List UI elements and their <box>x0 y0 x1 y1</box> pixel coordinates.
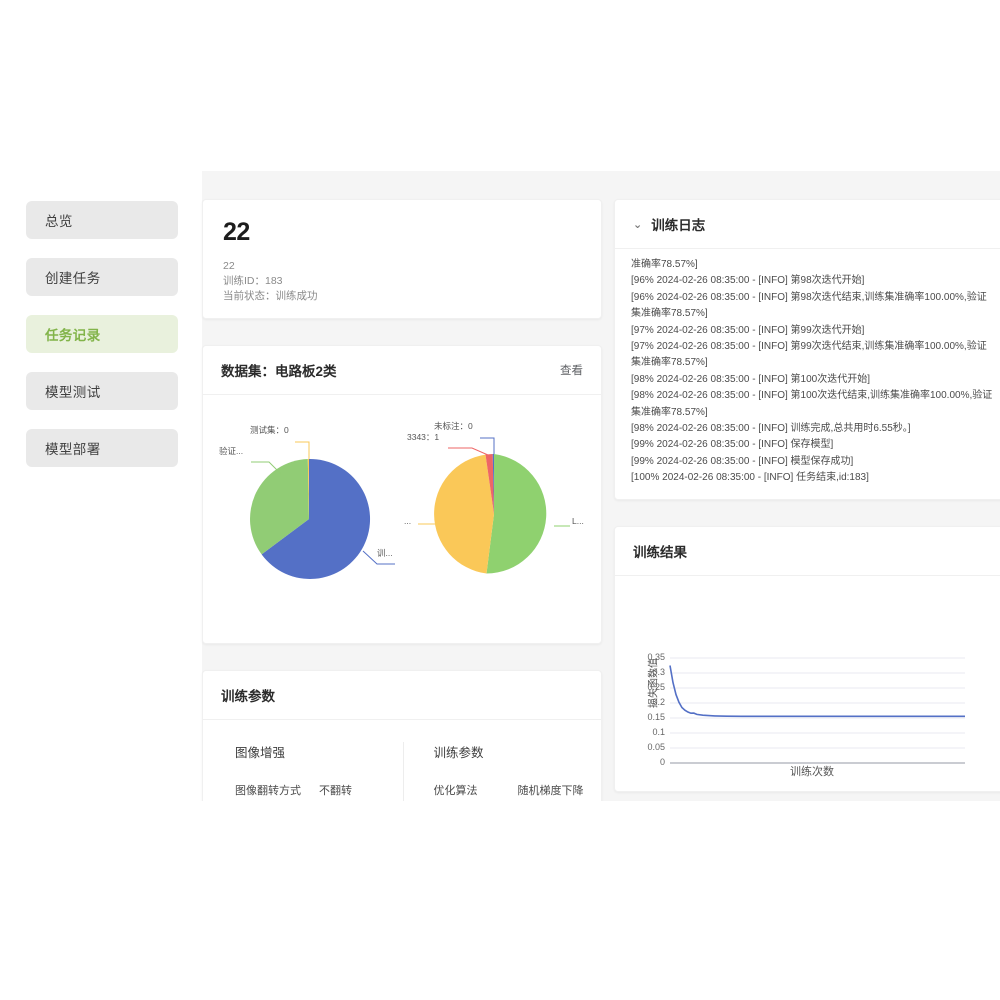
training-params-body: 图像增强 图像翻转方式 不翻转 图像移位方式 不移位 图像裁剪方式 <box>203 720 601 801</box>
pie-leader-3343 <box>448 447 489 456</box>
log-line: [99% 2024-02-26 08:35:00 - [INFO] 保存模型] <box>631 439 834 451</box>
sidebar-item-task-records[interactable]: 任务记录 <box>26 315 178 353</box>
log-line: 准确率78.57%] <box>631 259 698 270</box>
pie-slice-train[interactable] <box>261 458 371 579</box>
dataset-card: 数据集：电路板2类 查看 <box>202 345 602 644</box>
pie-slice-unlabeled[interactable] <box>492 453 494 514</box>
training-params-title: 训练参数 <box>221 689 275 704</box>
task-train-id: 训练ID：183 <box>223 275 283 287</box>
log-line: [97% 2024-02-26 08:35:00 - [INFO] 第99次迭代… <box>631 341 987 369</box>
sidebar-item-label: 模型部署 <box>45 442 101 457</box>
pie-label-3343: 3343：1 <box>407 432 440 442</box>
sidebar: 总览 创建任务 任务记录 模型测试 模型部署 <box>0 171 202 801</box>
pie-slice-label-3343[interactable] <box>485 454 495 514</box>
param-group-heading: 训练参数 <box>433 746 484 760</box>
param-row: 优化算法 随机梯度下降SGD <box>434 783 602 801</box>
pie-slice-validation[interactable] <box>250 459 309 555</box>
training-log-header[interactable]: ⌄ 训练日志 <box>615 200 1000 249</box>
training-log-title: 训练日志 <box>651 218 706 233</box>
task-name: 22 <box>223 260 235 272</box>
pie-leader-train <box>362 550 395 565</box>
pie-slice-label-l[interactable] <box>486 454 547 574</box>
pie-leader-unlabeled <box>480 437 495 454</box>
log-line: [98% 2024-02-26 08:35:00 - [INFO] 第100次迭… <box>631 390 993 418</box>
content-area: 22 22 训练ID：183 当前状态：训练成功 数据集：电路板2类 查看 <box>202 171 1000 801</box>
pie-split-svg <box>250 441 395 579</box>
sidebar-item-overview[interactable]: 总览 <box>26 201 178 239</box>
pie-label-test: 测试集：0 <box>250 425 289 435</box>
param-group-augmentation: 图像增强 图像翻转方式 不翻转 图像移位方式 不移位 图像裁剪方式 <box>203 742 403 801</box>
sidebar-item-create-task[interactable]: 创建任务 <box>26 258 178 296</box>
pie-slice-test[interactable] <box>307 458 309 519</box>
chart-gridlines <box>670 657 965 764</box>
pie-chart-labels: 未标注：0 3343：1 ... L... <box>402 404 587 634</box>
dataset-title: 数据集：电路板2类 <box>221 364 337 379</box>
y-tick: 0.3 <box>652 666 665 677</box>
y-tick: 0.1 <box>652 726 665 737</box>
app-frame: 总览 创建任务 任务记录 模型测试 模型部署 22 22 训练ID： <box>0 171 1000 801</box>
log-line: [96% 2024-02-26 08:35:00 - [INFO] 第98次迭代… <box>631 291 987 320</box>
param-group-heading: 图像增强 <box>235 746 286 760</box>
training-log-body[interactable]: 准确率78.57%] [96% 2024-02-26 08:35:00 - [I… <box>615 249 1000 499</box>
pie-slice-label-other[interactable] <box>434 454 494 574</box>
log-line: [96% 2024-02-26 08:35:00 - [INFO] 第98次迭代… <box>631 275 865 287</box>
param-key: 图像翻转方式 <box>235 785 301 797</box>
param-value: 随机梯度下降SGD <box>517 785 584 797</box>
right-column: ⌄ 训练日志 准确率78.57%] [96% 2024-02-26 08:35:… <box>614 199 1000 801</box>
pie-labels-svg <box>418 437 570 574</box>
param-key: 优化算法 <box>433 785 478 797</box>
log-line: [97% 2024-02-26 08:35:00 - [INFO] 第99次迭代… <box>631 324 865 336</box>
training-params-header: 训练参数 <box>203 671 601 720</box>
param-value: 不翻转 <box>319 785 352 797</box>
pie-label-label-l: L... <box>572 516 584 526</box>
page-title: 22 <box>223 218 250 246</box>
loss-series-line <box>669 665 965 717</box>
log-line: [98% 2024-02-26 08:35:00 - [INFO] 第100次迭… <box>631 373 870 385</box>
dataset-pie-charts: 测试集：0 验证... 训... <box>209 399 595 639</box>
pie-label-validation: 验证... <box>219 446 244 456</box>
dataset-card-header: 数据集：电路板2类 查看 <box>203 346 601 395</box>
sidebar-item-label: 创建任务 <box>45 271 101 286</box>
pie-chart-split: 测试集：0 验证... 训... <box>217 404 402 634</box>
training-result-title: 训练结果 <box>633 544 687 560</box>
param-row: 图像翻转方式 不翻转 <box>235 783 403 799</box>
pie-label-train: 训... <box>377 548 393 558</box>
loss-chart: 损失函数值 0.35 0.3 0.25 0.2 0.15 0.1 0.05 0 <box>615 576 1000 791</box>
task-status: 当前状态：训练成功 <box>223 290 318 302</box>
training-result-header: 训练结果 <box>615 527 1000 576</box>
chevron-down-icon[interactable]: ⌄ <box>633 218 643 231</box>
y-tick: 0.25 <box>647 681 665 692</box>
training-log-card: ⌄ 训练日志 准确率78.57%] [96% 2024-02-26 08:35:… <box>614 199 1000 500</box>
sidebar-item-label: 模型测试 <box>45 385 101 400</box>
y-tick: 0.2 <box>652 696 665 707</box>
y-tick: 0.35 <box>647 651 665 662</box>
pie-label-unlabeled: 未标注：0 <box>434 421 473 431</box>
pie-leader-validation <box>251 461 282 475</box>
task-summary-card: 22 22 训练ID：183 当前状态：训练成功 <box>202 199 602 319</box>
log-line: [99% 2024-02-26 08:35:00 - [INFO] 模型保存成功… <box>631 455 854 467</box>
sidebar-item-model-test[interactable]: 模型测试 <box>26 372 178 410</box>
chart-x-axis-label: 训练次数 <box>790 765 834 778</box>
dataset-view-link[interactable]: 查看 <box>560 365 583 377</box>
sidebar-item-label: 总览 <box>45 214 73 229</box>
training-params-card: 训练参数 图像增强 图像翻转方式 不翻转 图像移位方式 不移位 <box>202 670 602 801</box>
training-result-card: 训练结果 损失函数值 0.35 0.3 0.25 0.2 0.15 0.1 0.… <box>614 525 1000 792</box>
sidebar-item-label: 任务记录 <box>45 328 101 343</box>
middle-column: 22 22 训练ID：183 当前状态：训练成功 数据集：电路板2类 查看 <box>202 199 602 801</box>
log-line: [100% 2024-02-26 08:35:00 - [INFO] 任务结束,… <box>631 472 869 484</box>
loss-chart-svg <box>669 657 965 764</box>
dataset-card-body: 测试集：0 验证... 训... <box>203 395 601 643</box>
y-tick: 0.15 <box>647 711 665 722</box>
pie-label-other: ... <box>404 516 412 526</box>
sidebar-item-model-deploy[interactable]: 模型部署 <box>26 429 178 467</box>
pie-leader-test <box>295 441 310 459</box>
param-group-training: 训练参数 优化算法 随机梯度下降SGD 损失函数 交叉熵 <box>402 742 602 801</box>
y-tick: 0.05 <box>647 741 665 752</box>
log-line: [98% 2024-02-26 08:35:00 - [INFO] 训练完成,总… <box>631 423 911 435</box>
y-tick: 0 <box>659 756 665 767</box>
